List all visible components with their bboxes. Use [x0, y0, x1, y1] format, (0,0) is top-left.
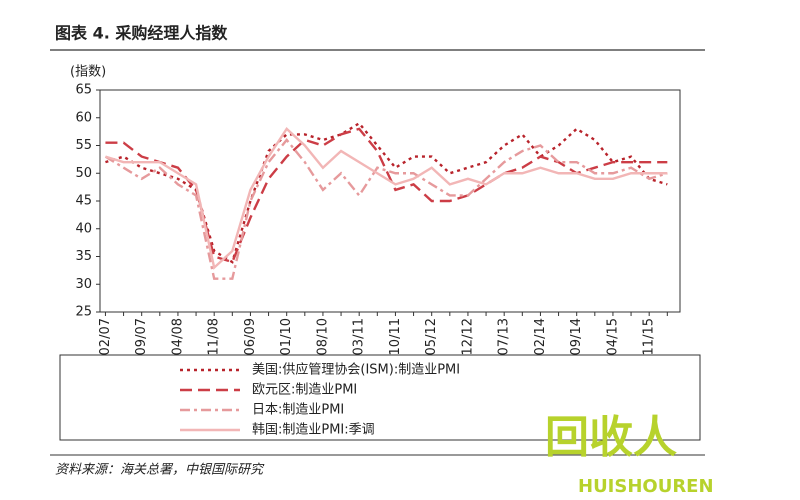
- y-tick-label: 60: [75, 110, 92, 125]
- y-tick-label: 50: [75, 166, 92, 181]
- x-tick-label: 04/15: [605, 318, 620, 355]
- x-tick-label: 12/12: [460, 318, 475, 355]
- legend-label: 韩国:制造业PMI:季调: [252, 423, 375, 438]
- legend-label: 美国:供应管理协会(ISM):制造业PMI: [252, 362, 460, 378]
- series-line: [105, 127, 668, 264]
- legend-box: [59, 354, 701, 441]
- x-tick-label: 09/07: [134, 318, 149, 355]
- x-tick-label: 07/13: [497, 318, 512, 355]
- x-tick-label: 10/11: [388, 318, 403, 355]
- y-tick-label: 30: [75, 277, 92, 292]
- legend-label: 日本:制造业PMI: [252, 403, 344, 418]
- y-tick-label: 55: [75, 138, 92, 153]
- series-line: [105, 127, 668, 270]
- x-tick-label: 05/12: [424, 318, 439, 355]
- x-tick-label: 03/11: [352, 318, 367, 355]
- y-axis-label: (指数): [70, 65, 106, 80]
- y-tick-label: 35: [75, 249, 92, 264]
- y-tick-label: 45: [75, 194, 92, 209]
- x-tick-label: 08/10: [315, 318, 330, 355]
- series-line: [104, 138, 668, 280]
- chart-title: 图表 4. 采购经理人指数: [55, 24, 228, 43]
- plot-frame: [99, 89, 681, 313]
- x-tick-label: 01/10: [279, 318, 294, 355]
- watermark: 回收人: [545, 412, 677, 463]
- x-tick-label: 11/15: [642, 318, 657, 355]
- x-tick-label: 11/08: [207, 318, 222, 355]
- y-tick-label: 25: [75, 305, 92, 320]
- y-tick-label: 40: [75, 221, 92, 236]
- series-line: [105, 121, 668, 264]
- source: 资料来源：海关总署，中银国际研究: [55, 462, 265, 478]
- x-tick-label: 02/14: [533, 318, 548, 355]
- x-tick-label: 09/14: [569, 318, 584, 355]
- legend-label: 欧元区:制造业PMI: [252, 383, 357, 398]
- y-tick-label: 65: [75, 83, 92, 98]
- x-tick-label: 06/09: [243, 318, 258, 355]
- x-tick-label: 04/08: [170, 318, 185, 355]
- watermark-sub: HUISHOUREN: [578, 476, 714, 497]
- x-tick-label: 02/07: [98, 318, 113, 355]
